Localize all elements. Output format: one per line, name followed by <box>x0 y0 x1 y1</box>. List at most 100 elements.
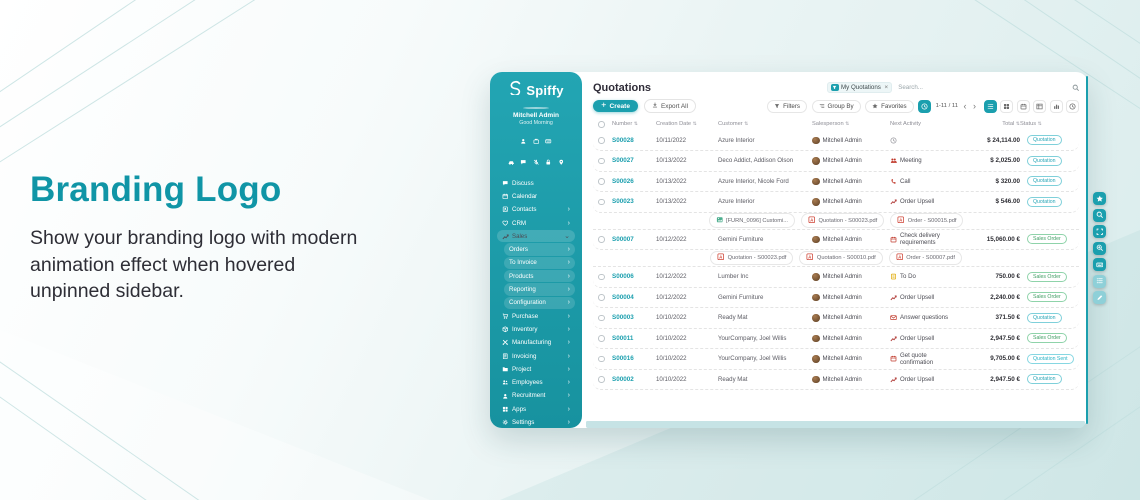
quotation-number[interactable]: S00011 <box>612 334 634 342</box>
sidebar-item-products[interactable]: Products › <box>504 270 575 283</box>
attachment-chip[interactable]: A Order - S00015.pdf <box>890 213 964 228</box>
quotation-number[interactable]: S00006 <box>612 273 634 281</box>
row-checkbox[interactable] <box>598 157 605 164</box>
row-checkbox[interactable] <box>598 137 605 144</box>
export-all-button[interactable]: Export All <box>644 99 697 113</box>
sidebar-item-inventory[interactable]: Inventory › <box>497 323 575 335</box>
table-row-s00002[interactable]: S00002 10/10/2022 Ready Mat Mitchell Admin O… <box>593 369 1079 390</box>
sidebar-item-orders[interactable]: Orders › <box>504 243 575 256</box>
next-activity-cell[interactable]: Answer questions <box>890 314 956 321</box>
chat-icon[interactable] <box>520 152 527 170</box>
kanban-view-button[interactable] <box>1000 99 1013 113</box>
next-activity-cell[interactable]: To Do <box>890 273 956 280</box>
next-activity-cell[interactable]: Meeting <box>890 157 956 164</box>
clock-view-button[interactable] <box>1066 99 1079 113</box>
search-placeholder[interactable]: Search... <box>898 84 923 91</box>
sidebar-item-purchase[interactable]: Purchase › <box>497 310 575 322</box>
table-row-s00016[interactable]: S00016 10/10/2022 YourCompany, Joel Willis… <box>593 349 1079 370</box>
group-by-button[interactable]: Group By <box>811 99 861 113</box>
create-button[interactable]: Create <box>593 99 639 113</box>
sidebar-item-crm[interactable]: CRM › <box>497 217 575 229</box>
attachment-chip[interactable]: A Quotation - S00010.pdf <box>799 250 883 266</box>
attachment-chip[interactable]: A Quotation - S00023.pdf <box>800 213 885 228</box>
next-page-button[interactable]: › <box>973 100 976 111</box>
search-tool-button[interactable] <box>1093 208 1106 222</box>
user-avatar[interactable] <box>523 107 549 109</box>
next-activity-cell[interactable]: Call <box>890 178 956 185</box>
table-row-s00006[interactable]: S00006 10/12/2022 Lumber Inc Mitchell Admin… <box>593 267 1079 288</box>
pivot-view-button[interactable] <box>1033 99 1046 113</box>
attachment-chip[interactable]: [FURN_0096] Customi... <box>708 213 795 228</box>
sort-icon[interactable]: ⇅ <box>744 121 749 128</box>
zoom-tool-button[interactable] <box>1093 241 1106 255</box>
lock-icon[interactable] <box>545 152 552 170</box>
sidebar-item-settings[interactable]: Settings › <box>497 416 575 428</box>
filter-chip[interactable]: My Quotations × <box>827 81 893 94</box>
sidebar-item-discuss[interactable]: Discuss <box>497 177 575 189</box>
sidebar-item-employees[interactable]: Employees › <box>497 376 575 388</box>
sidebar-item-project[interactable]: Project › <box>497 363 575 375</box>
column-header-next-activity[interactable]: Next Activity <box>890 121 921 128</box>
filters-button[interactable]: Filters <box>767 99 808 113</box>
table-row-s00027[interactable]: S00027 10/13/2022 Deco Addict, Addison Ols… <box>593 151 1079 172</box>
row-checkbox[interactable] <box>598 355 605 362</box>
car-icon[interactable] <box>508 152 515 170</box>
pencil-tool-button[interactable] <box>1093 291 1106 304</box>
next-activity-cell[interactable]: Order Upsell <box>890 198 956 205</box>
sidebar-item-sales[interactable]: Sales ⌄ <box>497 230 575 243</box>
graph-view-button[interactable] <box>1049 99 1063 113</box>
sort-icon[interactable]: ⇅ <box>1037 121 1042 128</box>
quotation-number[interactable]: S00002 <box>612 375 634 383</box>
quotation-number[interactable]: S00003 <box>612 314 634 322</box>
favorites-button[interactable]: Favorites <box>865 99 914 113</box>
mute-icon[interactable] <box>533 152 540 170</box>
quotation-number[interactable]: S00007 <box>612 235 634 243</box>
next-activity-cell[interactable]: Order Upsell <box>890 294 956 301</box>
row-checkbox[interactable] <box>598 198 605 205</box>
quotation-number[interactable]: S00023 <box>612 198 634 206</box>
quotation-number[interactable]: S00026 <box>612 177 634 185</box>
quotation-number[interactable]: S00016 <box>612 355 634 363</box>
expand-tool-button[interactable] <box>1093 225 1106 238</box>
table-row-s00011[interactable]: S00011 10/10/2022 YourCompany, Joel Willis… <box>593 328 1079 349</box>
table-row-s00007[interactable]: S00007 10/12/2022 Gemini Furniture Mitchell… <box>593 229 1079 250</box>
select-all-checkbox[interactable] <box>598 121 605 128</box>
brand-logo[interactable]: Spiffy <box>508 80 563 100</box>
pin-icon[interactable] <box>558 152 565 170</box>
row-checkbox[interactable] <box>598 178 605 185</box>
sort-icon[interactable]: ⇅ <box>692 121 697 128</box>
sidebar-item-reporting[interactable]: Reporting › <box>504 283 575 296</box>
keyboard-icon[interactable] <box>545 131 552 149</box>
sidebar-item-manufacturing[interactable]: Manufacturing › <box>497 337 575 349</box>
next-activity-cell[interactable]: Order Upsell <box>890 376 956 383</box>
sidebar-item-invoicing[interactable]: Invoicing › <box>497 350 575 362</box>
person-icon[interactable] <box>520 131 527 149</box>
next-activity-cell[interactable]: Order Upsell <box>890 335 956 342</box>
table-row-s00004[interactable]: S00004 10/12/2022 Gemini Furniture Mitchell… <box>593 287 1079 308</box>
row-checkbox[interactable] <box>598 236 605 243</box>
sort-icon[interactable]: ⇅ <box>845 121 850 128</box>
briefcase-icon[interactable] <box>533 131 540 149</box>
star-tool-button[interactable] <box>1093 192 1106 205</box>
column-header-salesperson[interactable]: Salesperson ⇅ <box>812 121 850 128</box>
attachment-chip[interactable]: A Order - S00007.pdf <box>888 250 962 266</box>
prev-page-button[interactable]: ‹ <box>963 100 967 111</box>
next-activity-cell[interactable]: Get quote confirmation <box>890 352 956 366</box>
row-checkbox[interactable] <box>598 314 605 321</box>
search-bar[interactable]: My Quotations × Search... <box>827 81 1080 94</box>
row-checkbox[interactable] <box>598 335 605 342</box>
sidebar-item-calendar[interactable]: Calendar <box>497 190 575 202</box>
remove-filter-icon[interactable]: × <box>884 84 889 91</box>
table-row-s00003[interactable]: S00003 10/10/2022 Ready Mat Mitchell Admin A… <box>593 308 1079 329</box>
sidebar-item-apps[interactable]: Apps › <box>497 403 575 415</box>
list-tool-button[interactable] <box>1093 274 1106 288</box>
search-icon[interactable] <box>1072 84 1080 92</box>
column-header-number[interactable]: Number ⇅ <box>612 121 638 128</box>
quotation-number[interactable]: S00028 <box>612 136 634 144</box>
table-row-s00026[interactable]: S00026 10/13/2022 Azure Interior, Nicole F… <box>593 171 1079 192</box>
quotation-number[interactable]: S00027 <box>612 157 634 165</box>
column-header-creation-date[interactable]: Creation Date ⇅ <box>656 121 697 128</box>
table-row-s00023[interactable]: S00023 10/13/2022 Azure Interior Mitchell A… <box>593 192 1079 213</box>
sort-icon[interactable]: ⇅ <box>633 121 638 128</box>
sidebar-item-configuration[interactable]: Configuration › <box>504 296 575 309</box>
